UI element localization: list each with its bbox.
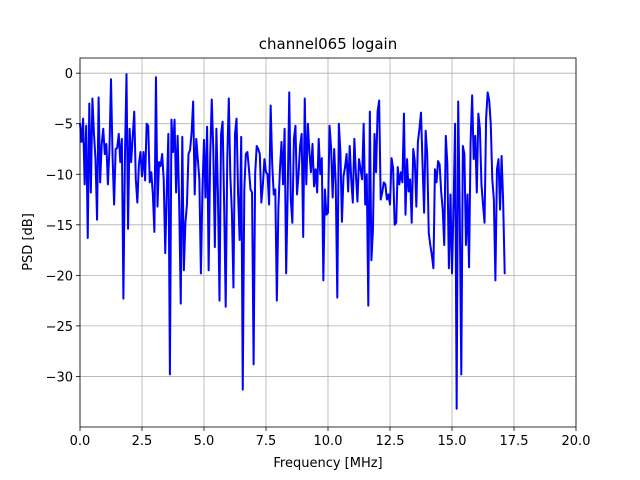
y-tick-label: −25 [46,320,73,335]
y-axis-label: PSD [dB] [21,213,36,271]
x-tick-label: 10.0 [314,434,343,449]
y-tick-label: −30 [46,370,73,385]
x-tick-label: 15.0 [438,434,467,449]
x-tick-label: 17.5 [500,434,529,449]
y-tick-label: −5 [54,118,73,133]
x-tick-label: 5.0 [194,434,215,449]
x-tick-label: 2.5 [132,434,153,449]
grid-lines [79,58,577,427]
x-tick-label: 12.5 [376,434,405,449]
axis-ticks: 0.0 2.5 5.0 7.5 10.0 12.5 15.0 17.5 20.0 0 −5 −10 −1… [46,67,591,449]
x-tick-label: 20.0 [562,434,591,449]
y-tick-label: −20 [46,269,73,284]
x-tick-label: 0.0 [70,434,91,449]
y-tick-label: −15 [46,219,73,234]
series-line [79,73,506,410]
chart-title: channel065 logain [259,35,398,53]
y-tick-label: −10 [46,168,73,183]
x-tick-label: 7.5 [256,434,277,449]
x-axis-label: Frequency [MHz] [273,456,382,471]
y-tick-label: 0 [65,67,73,82]
